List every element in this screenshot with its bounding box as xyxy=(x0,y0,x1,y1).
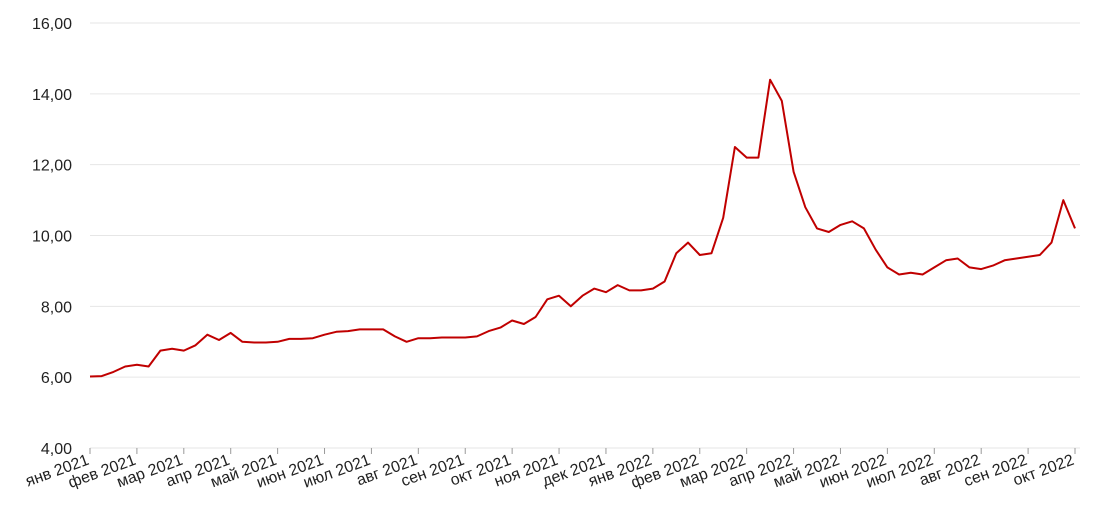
line-series xyxy=(89,78,1076,378)
y-tick-label: 16,00 xyxy=(32,16,72,33)
y-tick-label: 6,00 xyxy=(41,370,72,387)
y-tick-label: 14,00 xyxy=(32,87,72,104)
y-tick-label: 4,00 xyxy=(41,441,72,458)
y-tick-label: 10,00 xyxy=(32,229,72,246)
y-tick-label: 8,00 xyxy=(41,299,72,316)
y-tick-label: 12,00 xyxy=(32,158,72,175)
